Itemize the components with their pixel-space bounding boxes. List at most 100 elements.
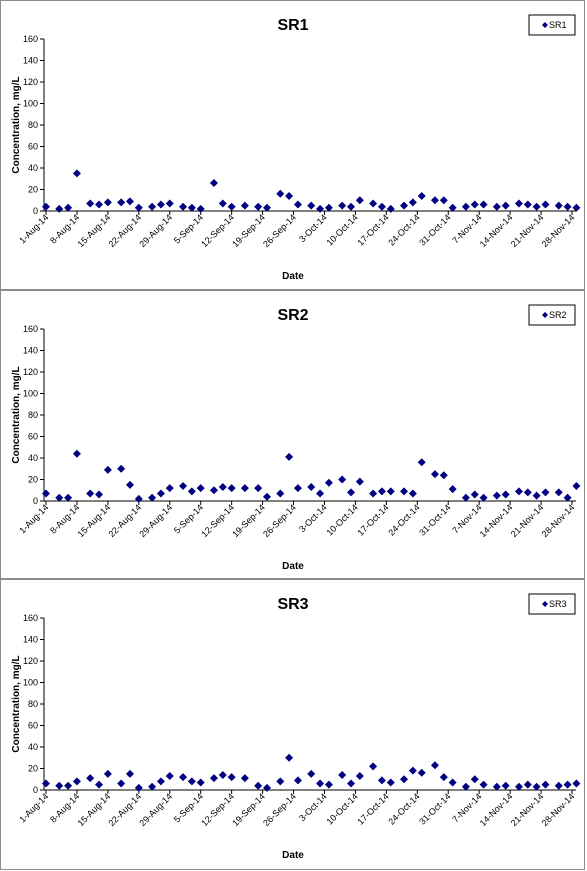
data-point xyxy=(355,196,364,205)
data-point xyxy=(355,772,364,781)
chart-title: SR2 xyxy=(277,307,308,324)
data-point xyxy=(72,169,81,178)
data-point xyxy=(55,781,64,790)
data-point xyxy=(156,489,165,498)
data-point xyxy=(532,782,541,791)
data-point xyxy=(461,202,470,211)
legend-label: SR3 xyxy=(549,599,567,609)
data-point xyxy=(125,769,134,778)
x-axis-title: Date xyxy=(282,271,304,282)
chart-sr3: SR30204060801001201401601-Aug-148-Aug-14… xyxy=(11,593,581,861)
y-tick-label: 40 xyxy=(28,453,38,463)
data-point xyxy=(240,201,249,210)
data-point xyxy=(227,484,236,493)
data-point xyxy=(501,781,510,790)
data-point xyxy=(532,491,541,500)
data-point xyxy=(307,483,316,492)
y-tick-label: 160 xyxy=(23,34,38,44)
y-tick-label: 140 xyxy=(23,635,38,645)
data-point xyxy=(501,490,510,499)
x-axis-title: Date xyxy=(282,561,304,572)
y-tick-label: 40 xyxy=(28,163,38,173)
data-point xyxy=(386,204,395,213)
y-tick-label: 100 xyxy=(23,99,38,109)
data-point xyxy=(86,489,95,498)
data-point xyxy=(134,494,143,503)
data-point xyxy=(532,202,541,211)
x-tick-label: 17-Oct-14 xyxy=(355,791,390,826)
data-point xyxy=(165,772,174,781)
x-tick-label: 3-Oct-14 xyxy=(297,791,329,823)
x-tick-label: 3-Oct-14 xyxy=(297,502,329,534)
x-tick-label: 1-Aug-14 xyxy=(17,791,50,824)
y-tick-label: 160 xyxy=(23,613,38,623)
data-point xyxy=(254,202,263,211)
data-point xyxy=(148,202,157,211)
y-tick-label: 40 xyxy=(28,742,38,752)
data-point xyxy=(514,487,523,496)
y-tick-label: 60 xyxy=(28,142,38,152)
data-point xyxy=(64,493,73,502)
data-point xyxy=(554,488,563,497)
data-point xyxy=(165,199,174,208)
data-point xyxy=(72,777,81,786)
data-point xyxy=(103,769,112,778)
data-point xyxy=(218,483,227,492)
data-point xyxy=(42,779,50,788)
legend-box xyxy=(528,304,576,326)
data-point xyxy=(377,776,386,785)
data-point xyxy=(501,201,510,210)
y-axis-title: Concentration, mg/L xyxy=(11,366,22,463)
y-tick-label: 140 xyxy=(23,346,38,356)
data-point xyxy=(227,202,236,211)
data-point xyxy=(263,492,272,501)
data-point xyxy=(187,203,196,212)
data-point xyxy=(263,783,272,792)
data-point xyxy=(285,753,294,762)
y-tick-label: 120 xyxy=(23,367,38,377)
data-point xyxy=(514,782,523,791)
data-point xyxy=(254,781,263,790)
data-point xyxy=(125,480,134,489)
data-point xyxy=(479,780,488,789)
chart-title: SR1 xyxy=(277,17,308,34)
y-tick-label: 60 xyxy=(28,432,38,442)
legend-marker xyxy=(542,22,548,28)
data-point xyxy=(316,489,325,498)
data-point xyxy=(523,780,532,789)
data-point xyxy=(64,203,73,212)
data-point xyxy=(156,200,165,209)
data-point xyxy=(55,204,64,213)
y-tick-label: 140 xyxy=(23,56,38,66)
data-point xyxy=(355,477,364,486)
data-point xyxy=(338,475,347,484)
y-tick-label: 100 xyxy=(23,389,38,399)
x-tick-label: 1-Aug-14 xyxy=(17,502,50,535)
x-tick-label: 29-Aug-14 xyxy=(137,212,174,249)
data-point xyxy=(165,484,174,493)
data-point xyxy=(439,773,448,782)
y-tick-label: 80 xyxy=(28,699,38,709)
data-point xyxy=(377,202,386,211)
data-point xyxy=(218,770,227,779)
data-point xyxy=(408,766,417,775)
data-point xyxy=(117,464,126,473)
data-point xyxy=(72,449,81,458)
data-point xyxy=(117,198,126,207)
data-point xyxy=(103,198,112,207)
data-point xyxy=(338,770,347,779)
data-point xyxy=(42,202,50,211)
x-tick-label: 17-Oct-14 xyxy=(355,212,390,247)
data-point xyxy=(148,493,157,502)
data-point xyxy=(293,200,302,209)
data-point xyxy=(196,484,205,493)
data-point xyxy=(417,768,426,777)
x-tick-label: 24-Oct-14 xyxy=(386,212,421,247)
data-point xyxy=(492,202,501,211)
data-point xyxy=(408,489,417,498)
data-point xyxy=(324,478,333,487)
data-point xyxy=(417,458,426,467)
data-point xyxy=(461,493,470,502)
y-tick-label: 0 xyxy=(33,206,38,216)
data-point xyxy=(307,201,316,210)
